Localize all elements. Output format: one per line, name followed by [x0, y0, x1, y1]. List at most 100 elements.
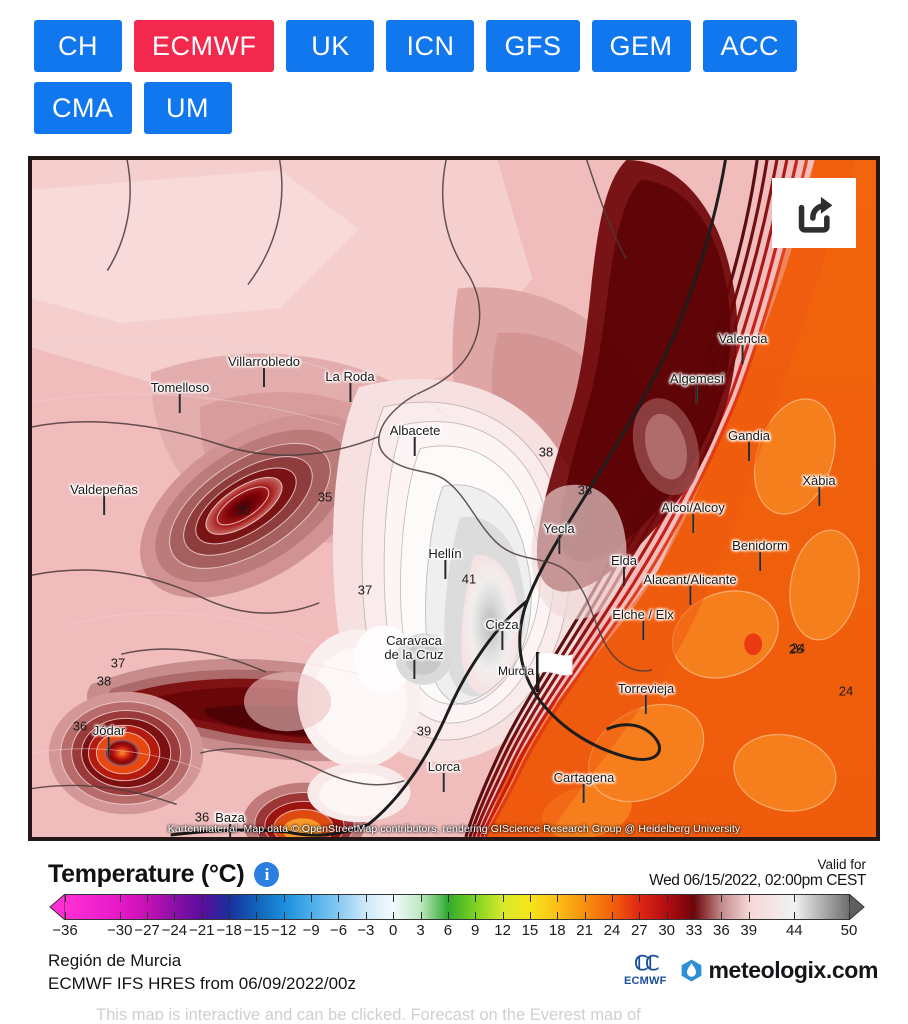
scale-tick — [311, 895, 313, 902]
scale-tick-label: −24 — [161, 922, 188, 939]
model-button-ecmwf[interactable]: ECMWF — [134, 20, 275, 72]
brand-group: ℂℂ ECMWF meteologix.com — [624, 950, 878, 987]
scale-tick — [119, 912, 121, 919]
model-button-um[interactable]: UM — [143, 82, 232, 134]
scale-tick-label: 12 — [494, 922, 511, 939]
scale-tick-label: −30 — [106, 922, 133, 939]
scale-tick — [748, 895, 750, 902]
scale-tick — [721, 895, 723, 902]
footer-text-block: Región de Murcia ECMWF IFS HRES from 06/… — [48, 950, 356, 996]
scale-tick — [584, 912, 586, 919]
scale-tick — [65, 912, 66, 919]
scale-tick-label: −27 — [134, 922, 160, 939]
scale-tick-label: 30 — [658, 922, 676, 939]
scale-tick — [283, 912, 285, 919]
meteologix-droplet-icon — [681, 959, 701, 982]
scale-tick — [447, 895, 449, 902]
model-button-ch[interactable]: CH — [34, 20, 122, 72]
valid-for-block: Valid for Wed 06/15/2022, 02:00pm CEST — [649, 857, 866, 889]
color-scale-bar — [48, 894, 866, 920]
scale-tick — [393, 912, 395, 919]
temperature-field — [32, 160, 876, 837]
scale-tick — [502, 912, 504, 919]
info-icon[interactable]: i — [254, 862, 280, 887]
scale-tick-label: −3 — [357, 922, 375, 939]
scale-tick-label: 15 — [521, 922, 539, 939]
scale-tick — [229, 895, 231, 902]
scale-tick — [256, 912, 258, 919]
valid-for-label: Valid for — [817, 856, 866, 872]
ecmwf-wordmark: ECMWF — [623, 975, 667, 987]
scale-tick-labels: −36 −30 −27 −24 −21 −18 −15 −12 −9 −6 −3 0 3 6 9 12 15 18… — [52, 922, 857, 946]
scale-tick-label: 0 — [389, 922, 398, 939]
scale-tick — [283, 895, 285, 902]
scale-tick — [502, 895, 504, 902]
footer: Región de Murcia ECMWF IFS HRES from 06/… — [0, 950, 908, 996]
scale-tick — [393, 895, 395, 902]
model-button-icn[interactable]: ICN — [386, 20, 475, 72]
scale-tick-label: 33 — [685, 922, 703, 939]
scale-tick — [147, 895, 149, 902]
weather-map[interactable]: Villarrobledo Tomelloso La Roda Albacete Val… — [28, 156, 880, 841]
region-name: Región de Murcia — [48, 951, 182, 970]
scale-tick — [611, 895, 613, 902]
meteologix-wordmark: meteologix.com — [708, 957, 879, 983]
scale-tick — [694, 895, 696, 902]
model-button-uk[interactable]: UK — [286, 20, 375, 72]
scale-tick — [201, 895, 203, 902]
scale-tick-label: 27 — [630, 922, 648, 939]
scale-tick — [694, 912, 696, 919]
scale-left-cap — [48, 894, 65, 920]
meteologix-logo[interactable]: meteologix.com — [679, 957, 879, 984]
scale-gradient — [65, 895, 849, 919]
scale-tick — [794, 912, 796, 919]
scale-tick-label: 36 — [713, 922, 730, 939]
scale-tick-label: −9 — [302, 922, 320, 939]
scale-tick — [611, 912, 613, 919]
scale-tick — [147, 912, 149, 919]
scale-tick — [420, 912, 422, 919]
scale-tick — [365, 912, 367, 919]
scale-tick — [311, 912, 313, 919]
scale-tick — [475, 912, 477, 919]
legend: Temperature (°C) i Valid for Wed 06/15/2… — [0, 855, 908, 946]
scale-right-cap — [849, 894, 866, 920]
scale-tick-label: 39 — [740, 922, 758, 939]
scale-tick-label: 21 — [576, 922, 593, 939]
scale-tick — [256, 895, 258, 902]
scale-tick-label: 50 — [840, 922, 858, 939]
scale-tick-label: 18 — [548, 922, 566, 939]
scale-tick-label: 44 — [785, 922, 803, 939]
scale-tick — [666, 895, 668, 902]
scale-tick — [639, 912, 641, 919]
scale-tick-label: 24 — [603, 922, 621, 939]
model-button-gfs[interactable]: GFS — [486, 20, 580, 72]
scale-tick — [529, 912, 531, 919]
scale-tick — [475, 895, 477, 902]
scale-tick — [338, 895, 340, 902]
scale-tick — [447, 912, 449, 919]
scale-tick-label: 6 — [443, 922, 453, 939]
model-button-cma[interactable]: CMA — [34, 82, 132, 134]
model-button-acc[interactable]: ACC — [702, 20, 798, 72]
scale-tick — [721, 912, 723, 919]
scale-tick — [119, 895, 121, 902]
scale-tick-label: −12 — [271, 922, 297, 939]
scale-tick — [794, 895, 796, 902]
scale-tick — [174, 895, 176, 902]
scale-tick — [229, 912, 231, 919]
scale-tick — [338, 912, 340, 919]
share-button[interactable] — [772, 178, 856, 248]
model-button-gem[interactable]: GEM — [591, 20, 691, 72]
scale-tick — [849, 912, 850, 919]
model-run-info: ECMWF IFS HRES from 06/09/2022/00z — [48, 973, 356, 993]
scale-tick-label: −6 — [329, 922, 348, 939]
model-selector-bar: CH ECMWF UK ICN GFS GEM ACC CMA UM — [0, 0, 870, 134]
scale-ticks — [65, 895, 850, 919]
scale-tick — [65, 895, 66, 902]
ecmwf-logo: ℂℂ ECMWF — [624, 954, 667, 987]
scale-tick — [557, 895, 559, 902]
scale-tick — [557, 912, 559, 919]
scale-tick — [666, 912, 668, 919]
scale-tick — [529, 895, 531, 902]
